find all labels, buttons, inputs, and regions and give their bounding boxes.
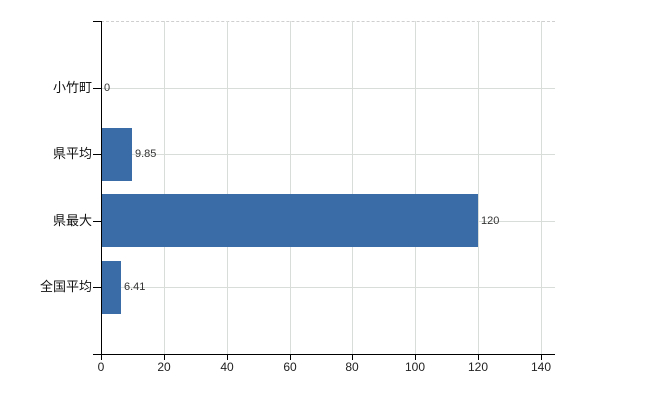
value-label: 120 [481,215,500,227]
x-tick-label: 60 [283,360,297,374]
x-tick-label: 120 [467,360,489,374]
x-tick-label: 40 [220,360,234,374]
vertical-gridline [290,21,291,354]
category-label: 全国平均 [39,279,92,294]
x-axis-tick [290,355,291,360]
vertical-gridline [415,21,416,354]
x-axis-tick [541,355,542,360]
y-axis-tick [93,88,101,89]
x-axis-tick [478,355,479,360]
vertical-gridline [352,21,353,354]
horizontal-gridline [101,287,555,288]
value-label: 6.41 [124,281,146,293]
y-axis-tick [93,154,101,155]
bar [101,128,132,181]
category-label: 県最大 [52,213,92,228]
x-tick-label: 0 [97,360,105,374]
value-label: 0 [104,82,111,94]
value-label: 9.85 [135,148,157,160]
x-axis-tick [352,355,353,360]
category-label: 県平均 [52,146,92,161]
plot-top-border [101,21,555,22]
plot-area [101,21,555,354]
vertical-gridline [164,21,165,354]
y-axis-top-tick [93,21,101,22]
x-tick-label: 140 [530,360,552,374]
y-axis-tick [93,221,101,222]
x-axis-tick [101,355,102,360]
x-tick-label: 100 [404,360,426,374]
vertical-gridline [541,21,542,354]
x-tick-label: 80 [345,360,359,374]
vertical-gridline [478,21,479,354]
y-axis-line [101,21,102,355]
horizontal-gridline [101,88,555,89]
x-axis-tick [415,355,416,360]
category-label: 小竹町 [52,80,92,95]
y-axis-tick [93,287,101,288]
horizontal-gridline [101,154,555,155]
vertical-gridline [227,21,228,354]
bar [101,261,121,314]
x-axis-tick [164,355,165,360]
bar [101,194,478,247]
x-tick-label: 20 [157,360,171,374]
x-axis-line [93,354,555,355]
x-axis-tick [227,355,228,360]
